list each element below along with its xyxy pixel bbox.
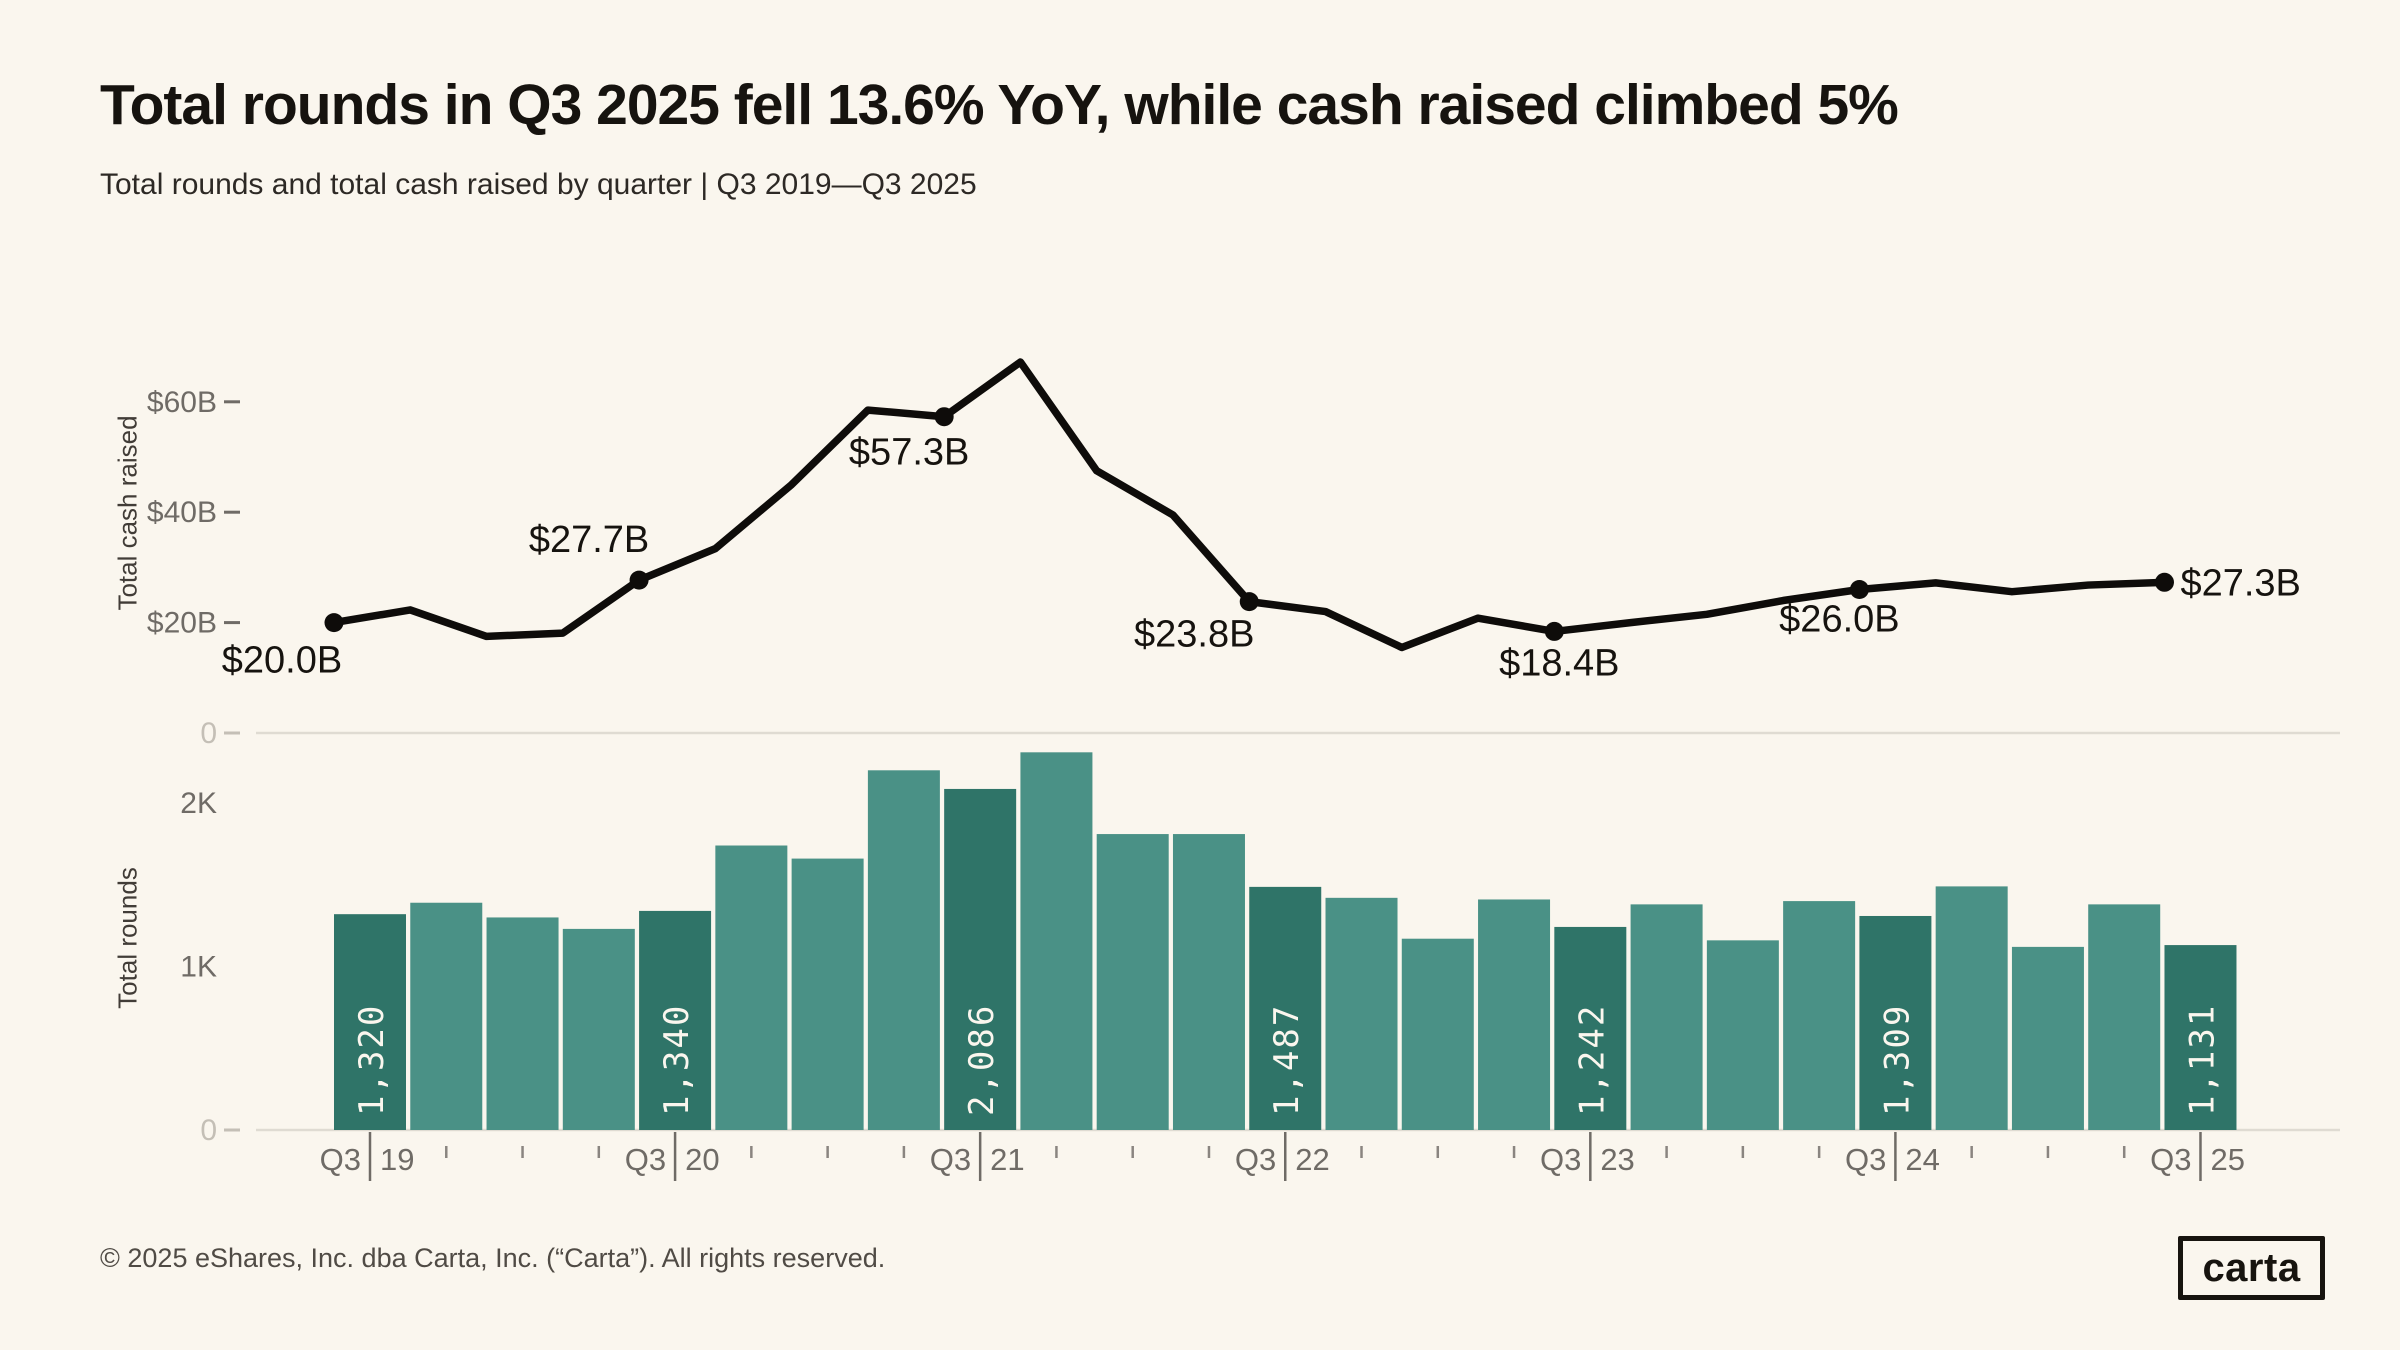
cash-axis-tick-label: $20B (147, 607, 217, 640)
bar-q1-25 (2011, 946, 2084, 1130)
data-point-q3-19 (324, 613, 344, 633)
x-tick-label-q3-20: Q3 (625, 1142, 666, 1177)
bar-q3-20 (639, 910, 712, 1130)
bar-value-label: 1,131 (2182, 1004, 2222, 1116)
data-point-q3-22 (1239, 592, 1259, 612)
page-title: Total rounds in Q3 2025 fell 13.6% YoY, … (100, 73, 1899, 137)
x-tick-label-q3-22: 22 (1295, 1142, 1329, 1177)
bar-q3-22 (1249, 886, 1322, 1130)
x-tick-label-q3-21: Q3 (930, 1142, 971, 1177)
bar-q4-22 (1325, 897, 1398, 1130)
carta-logo: carta (2178, 1236, 2325, 1300)
bar-q1-24 (1706, 940, 1779, 1130)
bar-value-label: 1,340 (657, 1004, 697, 1116)
bar-value-label: 1,487 (1267, 1004, 1307, 1116)
bar-value-label: 1,320 (352, 1004, 392, 1116)
x-tick-label-q3-19: 19 (380, 1142, 414, 1177)
bar-q3-19 (334, 914, 406, 1130)
bar-q4-23 (1630, 904, 1703, 1130)
bar-q2-23 (1478, 899, 1551, 1130)
bar-q1-20 (486, 917, 559, 1130)
bar-q2-20 (562, 928, 635, 1130)
data-point-q3-24 (1849, 579, 1869, 599)
bar-q2-21 (867, 770, 940, 1130)
cash-axis-tick-label: 0 (200, 717, 217, 750)
x-tick-label-q3-22: Q3 (1235, 1142, 1276, 1177)
rounds-axis-tick-label: 1K (180, 951, 217, 984)
bar-q4-24 (1935, 886, 2008, 1130)
bar-q2-24 (1783, 901, 1856, 1130)
data-point-q3-21 (934, 407, 954, 427)
footer-copyright: © 2025 eShares, Inc. dba Carta, Inc. (“C… (100, 1243, 886, 1273)
x-tick-label-q3-23: 23 (1600, 1142, 1634, 1177)
bar-q1-23 (1401, 938, 1474, 1130)
bar-q4-20 (715, 845, 788, 1130)
bar-value-label: 2,086 (962, 1004, 1002, 1116)
x-tick-label-q3-23: Q3 (1540, 1142, 1581, 1177)
data-point-q3-23 (1544, 621, 1564, 641)
x-tick-label-q3-20: 20 (685, 1142, 719, 1177)
bar-q2-22 (1172, 834, 1245, 1130)
cash-axis-tick-label: $40B (147, 496, 217, 529)
bar-q3-25 (2164, 945, 2237, 1130)
rounds-axis-tick-label: 0 (200, 1114, 217, 1147)
x-tick-label-q3-25: Q3 (2150, 1142, 2191, 1177)
bar-q1-21 (791, 858, 864, 1130)
bar-q3-23 (1554, 926, 1627, 1130)
point-value-label: $23.8B (1134, 614, 1254, 656)
bar-q2-25 (2088, 904, 2161, 1130)
point-value-label: $26.0B (1779, 598, 1899, 640)
x-tick-label-q3-25: 25 (2210, 1142, 2244, 1177)
bar-q3-21 (944, 788, 1017, 1130)
bar-q4-19 (410, 902, 483, 1130)
data-point-q3-20 (629, 570, 649, 590)
bar-q1-22 (1096, 834, 1169, 1130)
x-tick-label-q3-19: Q3 (320, 1142, 361, 1177)
x-tick-label-q3-24: 24 (1905, 1142, 1939, 1177)
bar-value-label: 1,242 (1572, 1004, 1612, 1116)
bar-q3-24 (1859, 915, 1932, 1130)
data-point-q3-25 (2154, 572, 2174, 592)
x-tick-label-q3-24: Q3 (1845, 1142, 1886, 1177)
bar-value-label: 1,309 (1877, 1004, 1917, 1116)
x-tick-label-q3-21: 21 (990, 1142, 1024, 1177)
page-subtitle: Total rounds and total cash raised by qu… (100, 168, 977, 201)
point-value-label: $27.7B (529, 519, 649, 561)
cash-axis-tick-label: $60B (147, 386, 217, 419)
point-value-label: $20.0B (222, 640, 342, 682)
point-value-label: $18.4B (1499, 642, 1619, 684)
point-value-label: $57.3B (849, 432, 969, 474)
rounds-axis-tick-label: 2K (180, 787, 217, 820)
bar-q4-21 (1020, 752, 1093, 1130)
point-value-label: $27.3B (2180, 562, 2300, 604)
